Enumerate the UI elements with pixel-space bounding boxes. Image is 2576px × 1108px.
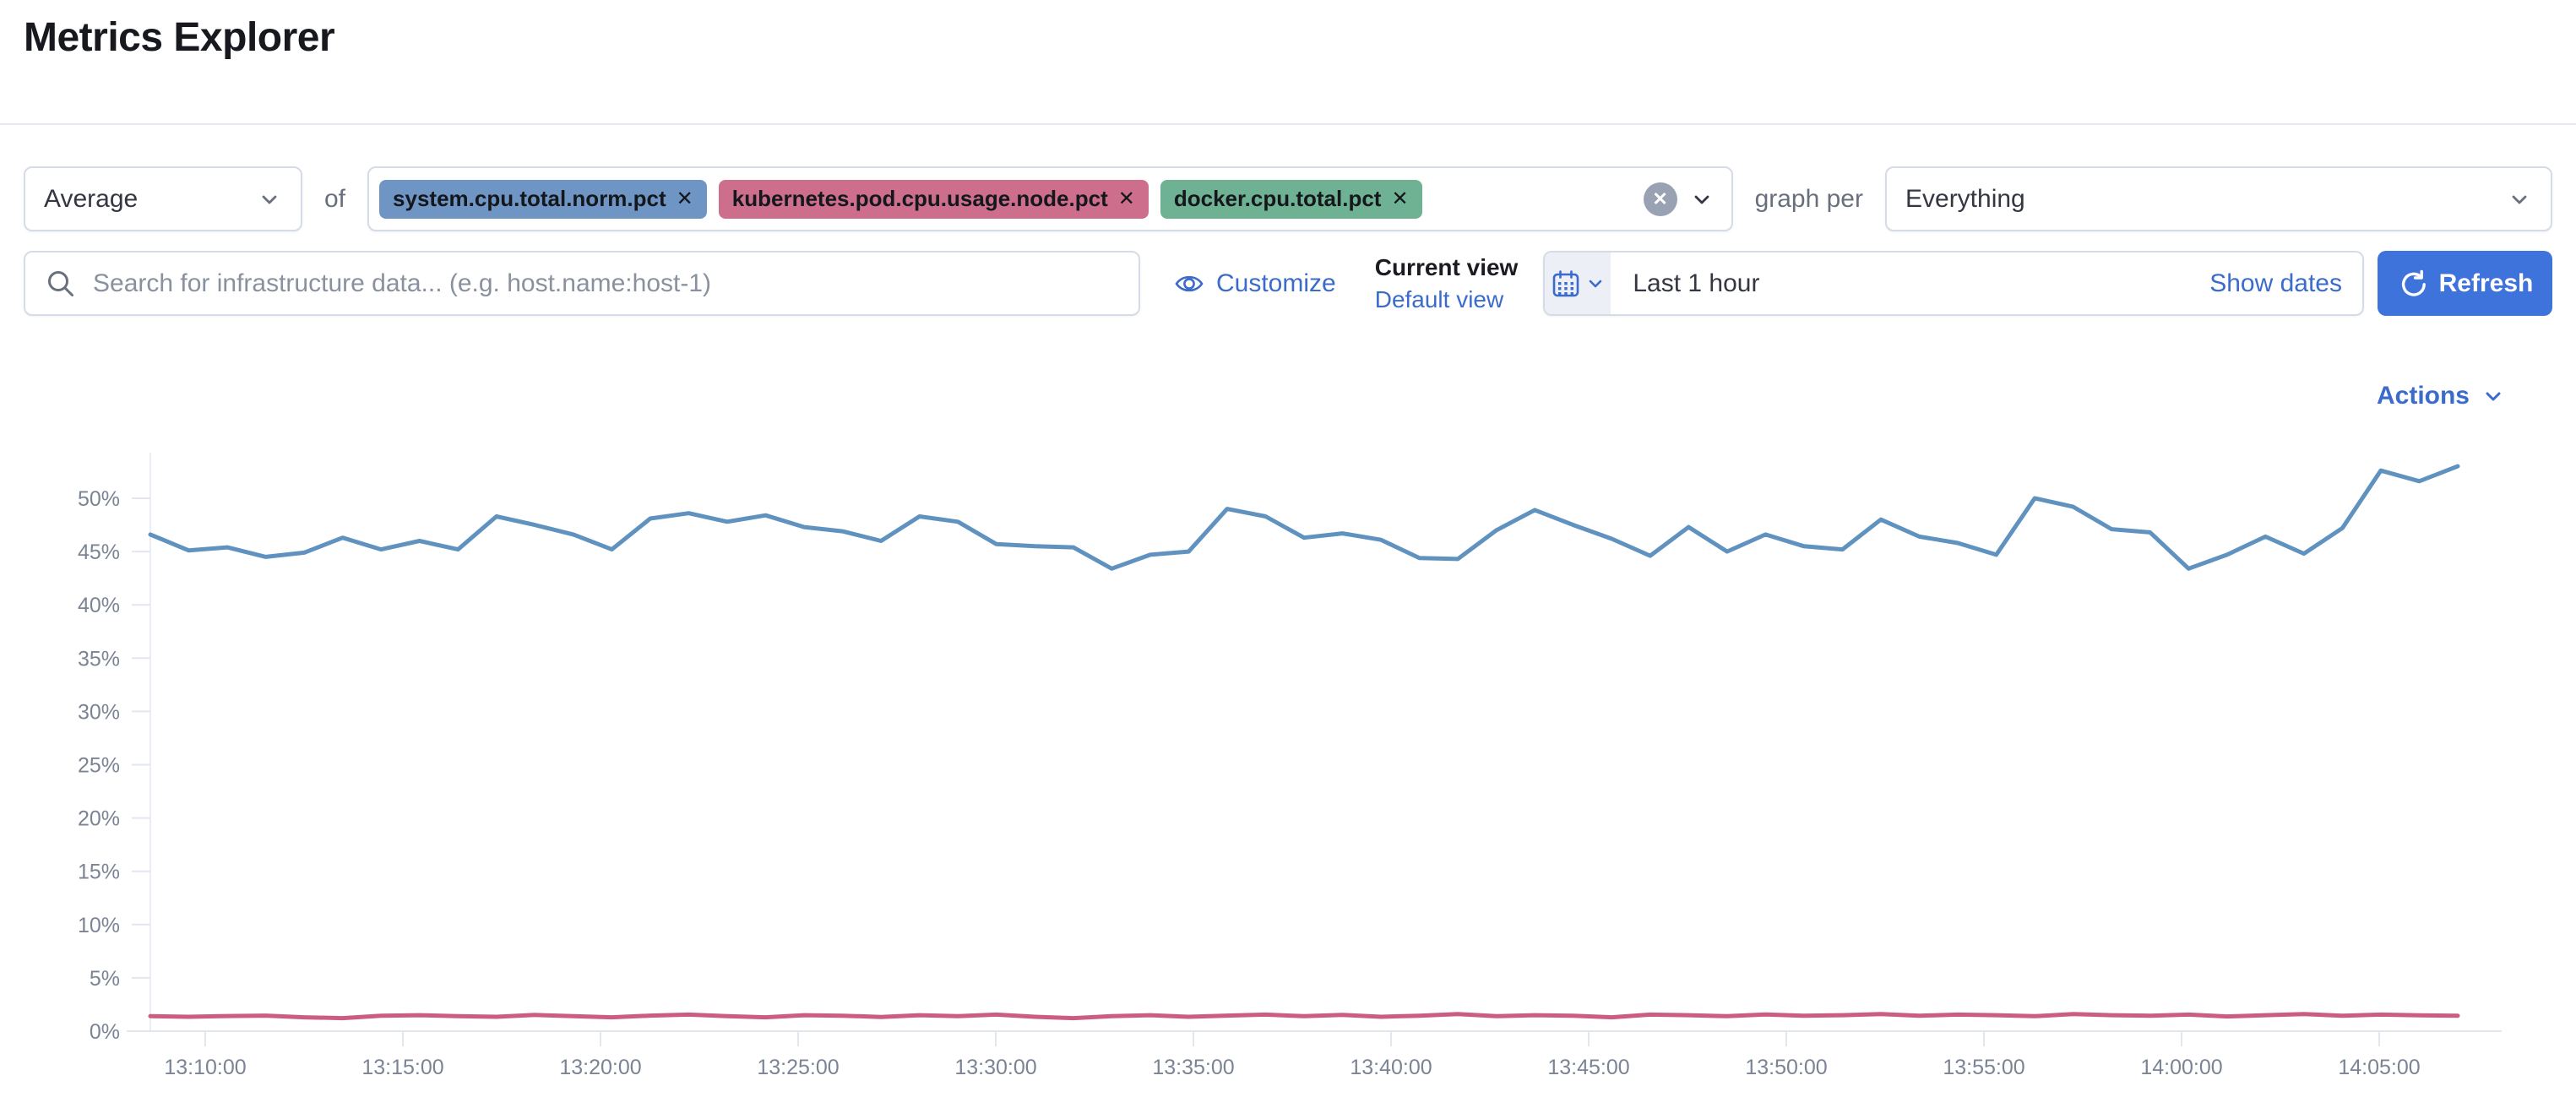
search-row: Customize Current view Default view Last…	[24, 251, 2552, 316]
metrics-toolbar: Average of system.cpu.total.norm.pct ✕ kub…	[0, 166, 2576, 316]
y-axis-tick-label: 10%	[78, 914, 120, 937]
default-view-link[interactable]: Default view	[1374, 285, 1504, 312]
chevron-down-icon[interactable]	[1689, 187, 1715, 212]
chevron-down-icon	[1589, 280, 1602, 287]
actions-menu-button[interactable]: Actions	[2377, 382, 2507, 410]
aggregation-value: Average	[44, 184, 139, 213]
metrics-combobox[interactable]: system.cpu.total.norm.pct ✕ kubernetes.pod…	[367, 166, 1733, 231]
chevron-down-icon	[2512, 195, 2527, 204]
x-axis-tick-label: 13:10:00	[164, 1056, 246, 1079]
show-dates-button[interactable]: Show dates	[2209, 269, 2342, 297]
metric-badge-list: system.cpu.total.norm.pct ✕ kubernetes.pod…	[379, 179, 1632, 219]
view-switcher: Current view Default view	[1375, 252, 1519, 316]
aggregation-select[interactable]: Average	[24, 166, 302, 231]
search-input[interactable]	[91, 268, 1118, 299]
metric-badge[interactable]: kubernetes.pod.cpu.usage.node.pct ✕	[718, 179, 1149, 219]
y-axis-tick-label: 50%	[78, 487, 120, 511]
series-line-system.cpu.total.norm.pct	[148, 464, 2460, 571]
x-axis-tick-label: 13:40:00	[1350, 1056, 1432, 1079]
date-picker[interactable]: Last 1 hour Show dates	[1543, 251, 2364, 316]
page-title: Metrics Explorer	[24, 15, 335, 60]
time-range-value[interactable]: Last 1 hour	[1633, 269, 1760, 297]
graph-per-select[interactable]: Everything	[1885, 166, 2552, 231]
x-axis-tick-label: 13:55:00	[1943, 1056, 2024, 1079]
y-axis-tick-label: 15%	[78, 861, 120, 884]
y-axis-tick-label: 0%	[90, 1020, 120, 1044]
header-divider	[0, 123, 2576, 125]
y-axis-tick-label: 5%	[90, 967, 120, 991]
graph-per-label: graph per	[1754, 184, 1863, 213]
x-axis-tick-label: 13:25:00	[757, 1056, 839, 1079]
y-axis-tick-label: 20%	[78, 807, 120, 831]
customize-label: Customize	[1216, 269, 1336, 297]
y-axis-tick-label: 40%	[78, 594, 120, 617]
metrics-chart[interactable]: 0% 5% 10% 15% 20% 25% 30% 35% 40% 45% 50% 13:10:00 1…	[0, 422, 2576, 1108]
refresh-label: Refresh	[2438, 269, 2534, 297]
clear-all-icon: ✕	[1652, 187, 1668, 209]
search-icon	[48, 270, 73, 296]
x-axis-tick-label: 13:45:00	[1547, 1056, 1629, 1079]
y-axis-tick-label: 35%	[78, 647, 120, 671]
calendar-menu-button[interactable]	[1545, 253, 1611, 314]
actions-label: Actions	[2376, 382, 2470, 410]
customize-button[interactable]: Customize	[1174, 269, 1336, 299]
graph-per-value: Everything	[1905, 184, 2025, 213]
refresh-button[interactable]: Refresh	[2378, 251, 2552, 316]
x-axis-tick-label: 14:00:00	[2140, 1056, 2222, 1079]
x-axis-tick-label: 13:30:00	[954, 1056, 1036, 1079]
metric-badge-label: kubernetes.pod.cpu.usage.node.pct	[731, 186, 1108, 211]
remove-metric-icon[interactable]: ✕	[1391, 187, 1409, 210]
y-axis-tick-label: 25%	[78, 754, 120, 778]
chevron-down-icon	[262, 195, 277, 204]
clear-metrics-button[interactable]: ✕	[1643, 182, 1677, 216]
x-axis-tick-label: 13:35:00	[1152, 1056, 1234, 1079]
series-line-kubernetes.pod.cpu.usage.node.pct	[148, 1012, 2460, 1021]
x-axis-tick-label: 13:15:00	[361, 1056, 443, 1079]
y-axis-tick-label: 30%	[78, 700, 120, 724]
x-axis-tick-label: 13:50:00	[1745, 1056, 1827, 1079]
remove-metric-icon[interactable]: ✕	[1117, 187, 1135, 210]
metric-badge[interactable]: system.cpu.total.norm.pct ✕	[379, 179, 707, 219]
current-view-label: Current view	[1374, 253, 1519, 280]
remove-metric-icon[interactable]: ✕	[676, 187, 693, 210]
page-header: Metrics Explorer	[0, 0, 2576, 68]
x-axis-tick-label: 13:20:00	[559, 1056, 641, 1079]
metric-badge-label: system.cpu.total.norm.pct	[393, 186, 666, 211]
y-axis-tick-label: 45%	[78, 540, 120, 564]
metric-config-row: Average of system.cpu.total.norm.pct ✕ kub…	[24, 166, 2552, 231]
search-box[interactable]	[24, 251, 1140, 316]
calendar-icon	[1552, 269, 1579, 296]
refresh-icon	[2401, 269, 2426, 296]
metric-badge[interactable]: docker.cpu.total.pct ✕	[1160, 179, 1422, 219]
x-axis-tick-label: 14:05:00	[2338, 1056, 2420, 1079]
eye-icon	[1175, 275, 1204, 291]
chevron-down-icon	[2486, 392, 2501, 401]
of-label: of	[324, 184, 346, 213]
metric-badge-label: docker.cpu.total.pct	[1173, 186, 1382, 211]
